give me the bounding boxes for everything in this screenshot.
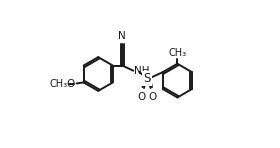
- Text: CH₃: CH₃: [168, 48, 186, 58]
- Text: O: O: [149, 92, 157, 102]
- Text: O: O: [67, 79, 75, 89]
- Text: NH: NH: [134, 66, 150, 76]
- Text: S: S: [144, 72, 151, 85]
- Text: O: O: [138, 92, 146, 102]
- Text: N: N: [118, 31, 126, 41]
- Text: CH₃: CH₃: [50, 79, 68, 89]
